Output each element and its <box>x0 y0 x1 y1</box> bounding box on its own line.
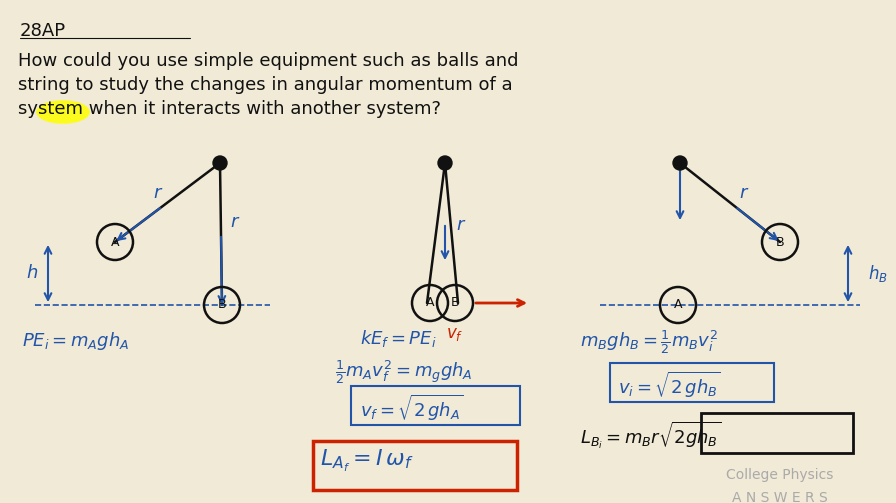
Circle shape <box>673 156 687 170</box>
Text: B: B <box>776 235 784 248</box>
Circle shape <box>438 156 452 170</box>
Text: A: A <box>111 235 119 248</box>
Text: $v_i = \sqrt{2\,gh_B}$: $v_i = \sqrt{2\,gh_B}$ <box>618 370 720 400</box>
Text: A: A <box>426 296 435 309</box>
Text: B: B <box>451 296 460 309</box>
Text: $m_Bgh_B = \frac{1}{2}m_Bv_i^2$: $m_Bgh_B = \frac{1}{2}m_Bv_i^2$ <box>580 328 718 356</box>
Text: $PE_i = m_Agh_A$: $PE_i = m_Agh_A$ <box>22 330 130 352</box>
Text: $v_f = \sqrt{2\,gh_A}$: $v_f = \sqrt{2\,gh_A}$ <box>360 393 464 423</box>
Text: r: r <box>153 184 160 202</box>
Text: College Physics
A N S W E R S: College Physics A N S W E R S <box>727 468 833 503</box>
Text: h: h <box>26 264 38 282</box>
Text: $\frac{1}{2}m_Av_f^2 = m_ggh_A$: $\frac{1}{2}m_Av_f^2 = m_ggh_A$ <box>335 358 473 386</box>
Ellipse shape <box>37 101 89 123</box>
Text: r: r <box>230 213 237 231</box>
Text: $h_B$: $h_B$ <box>868 263 888 284</box>
Text: string to study the changes in angular momentum of a: string to study the changes in angular m… <box>18 76 513 94</box>
Text: How could you use simple equipment such as balls and: How could you use simple equipment such … <box>18 52 519 70</box>
Text: system when it interacts with another system?: system when it interacts with another sy… <box>18 100 441 118</box>
Circle shape <box>213 156 227 170</box>
Text: B: B <box>218 298 227 311</box>
Text: $v_f$: $v_f$ <box>446 325 464 343</box>
Text: A: A <box>674 298 682 311</box>
Text: $L_{A_f} = I\,\omega_f$: $L_{A_f} = I\,\omega_f$ <box>320 448 413 474</box>
Text: 28AP: 28AP <box>20 22 66 40</box>
Text: r: r <box>456 216 464 234</box>
Text: $kE_f = PE_i$: $kE_f = PE_i$ <box>360 328 436 349</box>
Text: $L_{B_i} = m_Br\sqrt{2gh_B}$: $L_{B_i} = m_Br\sqrt{2gh_B}$ <box>580 420 721 451</box>
Text: r: r <box>739 184 746 202</box>
